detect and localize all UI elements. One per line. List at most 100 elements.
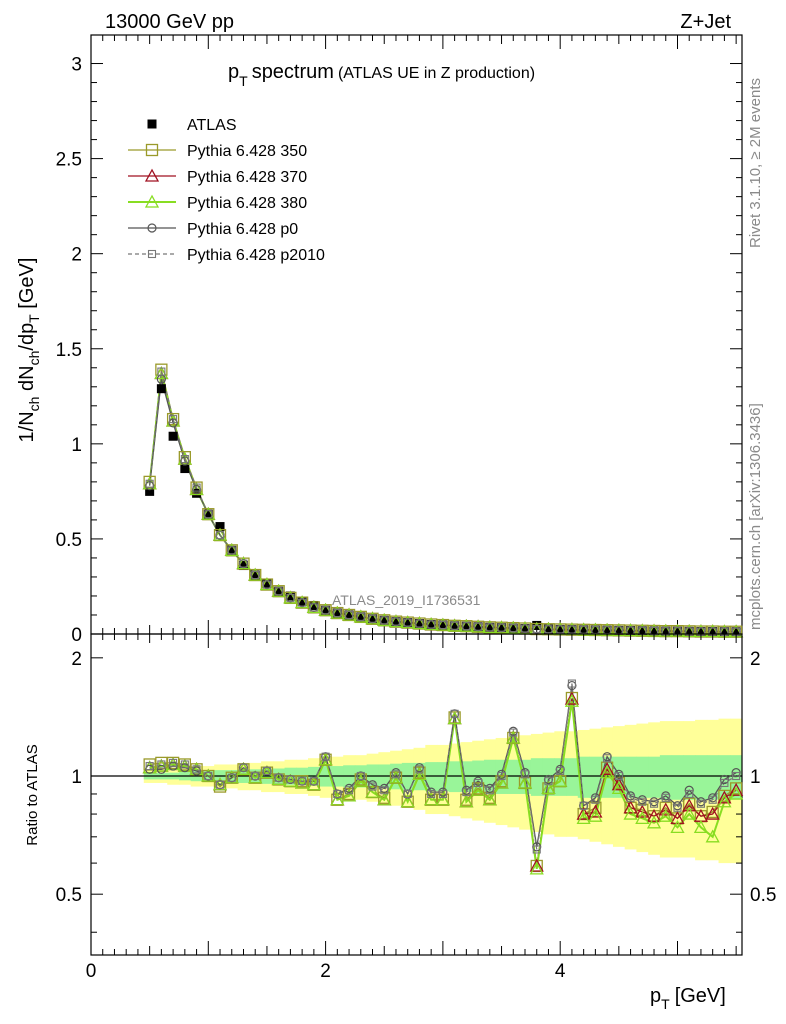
- header-left: 13000 GeV pp: [105, 11, 234, 33]
- ratio-point-p380: [470, 782, 486, 796]
- band-inner-bin: [636, 756, 649, 798]
- ratio-point-p2010: [509, 728, 518, 737]
- analysis-watermark: ATLAS_2019_I1736531: [332, 592, 481, 608]
- main-point-p2010: [157, 367, 166, 376]
- legend-label-p370: Pythia 6.428 370: [187, 169, 307, 186]
- main-point-p2010: [556, 625, 565, 634]
- main-point-atlas: [309, 600, 319, 610]
- ratio-point-p370: [670, 811, 685, 825]
- ratio-point-p380: [435, 792, 450, 806]
- main-point-atlas: [708, 627, 718, 637]
- main-point-atlas: [602, 625, 612, 635]
- main-point-atlas: [297, 597, 307, 607]
- main-point-p2010: [520, 624, 530, 633]
- main-point-p2010: [239, 559, 248, 568]
- ratio-point-p2010: [649, 799, 659, 808]
- main-point-atlas: [145, 486, 155, 496]
- legend-marker-p350: [145, 143, 159, 157]
- main-point-atlas: [250, 570, 260, 580]
- legend-marker-p370: [144, 168, 160, 182]
- band-inner-bin: [648, 756, 661, 798]
- ratio-point-p2010: [520, 770, 530, 779]
- x-tick-label: 2: [320, 961, 331, 982]
- ratio-point-p2010: [474, 778, 483, 788]
- ratio-point-p370: [646, 808, 662, 822]
- main-point-p2010: [180, 455, 189, 464]
- main-point-atlas: [684, 626, 694, 636]
- ratio-point-p380: [412, 766, 427, 780]
- ratio-y-tick-label-right: 2: [750, 649, 761, 670]
- ratio-point-p350: [706, 805, 719, 819]
- ratio-point-p380: [341, 788, 357, 802]
- main-y-tick-label: 0.5: [56, 530, 82, 551]
- ratio-point-p2010: [380, 786, 389, 795]
- main-point-atlas: [614, 625, 624, 635]
- main-point-p2010: [415, 619, 424, 628]
- ratio-point-p380: [400, 794, 415, 808]
- ratio-point-p2010: [227, 773, 236, 782]
- main-point-atlas: [285, 591, 295, 601]
- legend-label-p380: Pythia 6.428 380: [187, 195, 307, 212]
- ratio-point-p2010: [556, 766, 565, 776]
- ratio-point-p2010: [485, 786, 494, 795]
- ratio-point-p380: [377, 792, 392, 806]
- ratio-point-p2010: [685, 789, 694, 799]
- main-point-atlas: [661, 626, 671, 636]
- main-point-p2010: [227, 546, 236, 555]
- ratio-point-p380: [635, 811, 650, 825]
- ratio-point-p2010: [192, 765, 201, 774]
- main-point-p2010: [509, 624, 518, 633]
- ratio-point-p370: [529, 858, 544, 872]
- main-point-p2010: [321, 606, 330, 615]
- main-point-p2010: [333, 609, 342, 618]
- main-point-atlas: [719, 627, 729, 637]
- ratio-point-p2010: [251, 771, 260, 781]
- legend-marker-p2010: [147, 249, 157, 259]
- ratio-point-p380: [517, 775, 533, 789]
- ratio-point-p380: [623, 806, 638, 820]
- main-point-atlas: [450, 621, 460, 631]
- main-point-atlas: [473, 622, 483, 632]
- ratio-point-p2010: [720, 778, 729, 788]
- main-point-atlas: [637, 626, 647, 636]
- ratio-point-p380: [506, 730, 521, 744]
- main-point-p2010: [438, 621, 447, 630]
- ratio-point-p2010: [579, 801, 588, 810]
- legend: ATLAS Pythia 6.428 350 Pythia 6.428 370 Pyt…: [128, 117, 325, 264]
- ratio-point-p350: [659, 801, 672, 814]
- legend-marker-p0: [147, 223, 157, 233]
- ratio-point-p380: [541, 781, 556, 795]
- main-point-p2010: [485, 623, 494, 632]
- ratio-point-p2010: [169, 758, 178, 767]
- ratio-point-p380: [424, 792, 439, 806]
- band-inner-bin: [507, 759, 520, 794]
- ratio-point-p2010: [708, 795, 717, 804]
- main-point-p2010: [380, 616, 389, 625]
- ratio-point-p380: [611, 781, 626, 795]
- band-inner-bin: [566, 758, 579, 796]
- ratio-point-p380: [447, 711, 462, 725]
- ratio-point-p2010: [298, 777, 307, 786]
- main-point-p2010: [298, 598, 307, 607]
- main-point-atlas: [672, 626, 682, 636]
- main-point-atlas: [391, 617, 401, 627]
- ratio-point-p2010: [157, 760, 166, 769]
- ratio-point-p380: [553, 773, 568, 787]
- legend-label-p350: Pythia 6.428 350: [187, 143, 307, 160]
- main-point-atlas: [414, 619, 424, 629]
- main-point-atlas: [321, 605, 331, 615]
- main-point-atlas: [485, 622, 495, 632]
- ratio-point-p370: [564, 691, 580, 705]
- main-point-atlas: [379, 615, 389, 625]
- ratio-point-p350: [342, 787, 356, 801]
- main-point-atlas: [461, 621, 471, 631]
- ratio-point-p2010: [286, 775, 295, 784]
- ratio-point-p380: [670, 819, 685, 833]
- ratio-point-p2010: [450, 709, 459, 718]
- main-point-atlas: [238, 561, 248, 571]
- ratio-point-p2010: [274, 773, 283, 782]
- band-inner-bin: [706, 755, 720, 800]
- main-y-tick-label: 1.5: [56, 340, 82, 361]
- ratio-point-p2010: [626, 793, 635, 802]
- ratio-point-p380: [682, 806, 697, 820]
